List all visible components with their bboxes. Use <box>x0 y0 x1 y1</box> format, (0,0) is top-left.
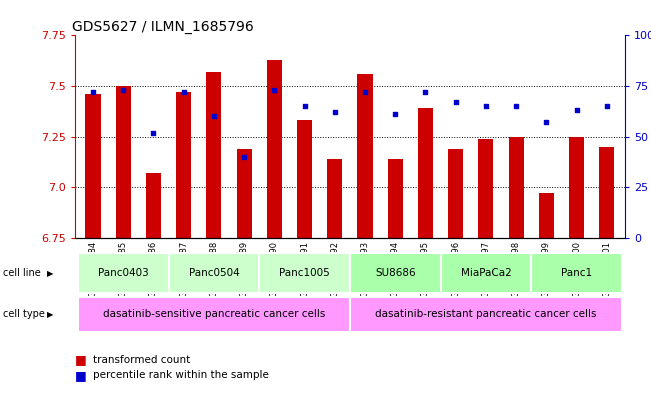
Bar <box>478 139 493 238</box>
Point <box>360 89 370 95</box>
Point <box>269 87 279 93</box>
Point <box>299 103 310 109</box>
Bar <box>600 147 615 238</box>
Text: Panc1: Panc1 <box>561 268 592 278</box>
Bar <box>78 297 350 332</box>
Bar <box>418 108 433 238</box>
Point <box>148 129 159 136</box>
Bar <box>146 173 161 238</box>
Text: ■: ■ <box>75 369 87 382</box>
Text: ▶: ▶ <box>47 310 53 319</box>
Point <box>88 89 98 95</box>
Point <box>118 87 128 93</box>
Point <box>450 99 461 105</box>
Bar <box>267 60 282 238</box>
Bar <box>176 92 191 238</box>
Bar <box>297 120 312 238</box>
Point <box>209 113 219 119</box>
Text: dasatinib-sensitive pancreatic cancer cells: dasatinib-sensitive pancreatic cancer ce… <box>103 309 325 320</box>
Bar <box>206 72 221 238</box>
Point <box>329 109 340 116</box>
Text: Panc0504: Panc0504 <box>189 268 240 278</box>
Bar <box>236 149 252 238</box>
Bar <box>350 297 622 332</box>
Bar <box>441 253 531 293</box>
Text: GDS5627 / ILMN_1685796: GDS5627 / ILMN_1685796 <box>72 20 254 34</box>
Bar <box>569 136 584 238</box>
Bar <box>531 253 622 293</box>
Bar <box>357 74 372 238</box>
Bar <box>78 253 169 293</box>
Bar <box>327 159 342 238</box>
Text: MiaPaCa2: MiaPaCa2 <box>460 268 511 278</box>
Text: ■: ■ <box>75 353 87 366</box>
Bar <box>169 253 259 293</box>
Text: Panc0403: Panc0403 <box>98 268 148 278</box>
Point <box>572 107 582 114</box>
Point <box>390 111 400 118</box>
Point <box>541 119 551 125</box>
Bar <box>116 86 131 238</box>
Point <box>511 103 521 109</box>
Bar <box>388 159 403 238</box>
Bar <box>85 94 100 238</box>
Point <box>602 103 612 109</box>
Text: ▶: ▶ <box>47 269 53 277</box>
Text: SU8686: SU8686 <box>375 268 415 278</box>
Text: Panc1005: Panc1005 <box>279 268 330 278</box>
Text: cell line: cell line <box>3 268 41 278</box>
Bar <box>448 149 464 238</box>
Text: transformed count: transformed count <box>93 354 190 365</box>
Bar <box>259 253 350 293</box>
Point <box>239 154 249 160</box>
Point <box>178 89 189 95</box>
Point <box>421 89 431 95</box>
Text: dasatinib-resistant pancreatic cancer cells: dasatinib-resistant pancreatic cancer ce… <box>375 309 597 320</box>
Point <box>480 103 491 109</box>
Bar <box>539 193 554 238</box>
Text: cell type: cell type <box>3 309 45 320</box>
Text: percentile rank within the sample: percentile rank within the sample <box>93 370 269 380</box>
Bar <box>350 253 441 293</box>
Bar <box>508 136 523 238</box>
